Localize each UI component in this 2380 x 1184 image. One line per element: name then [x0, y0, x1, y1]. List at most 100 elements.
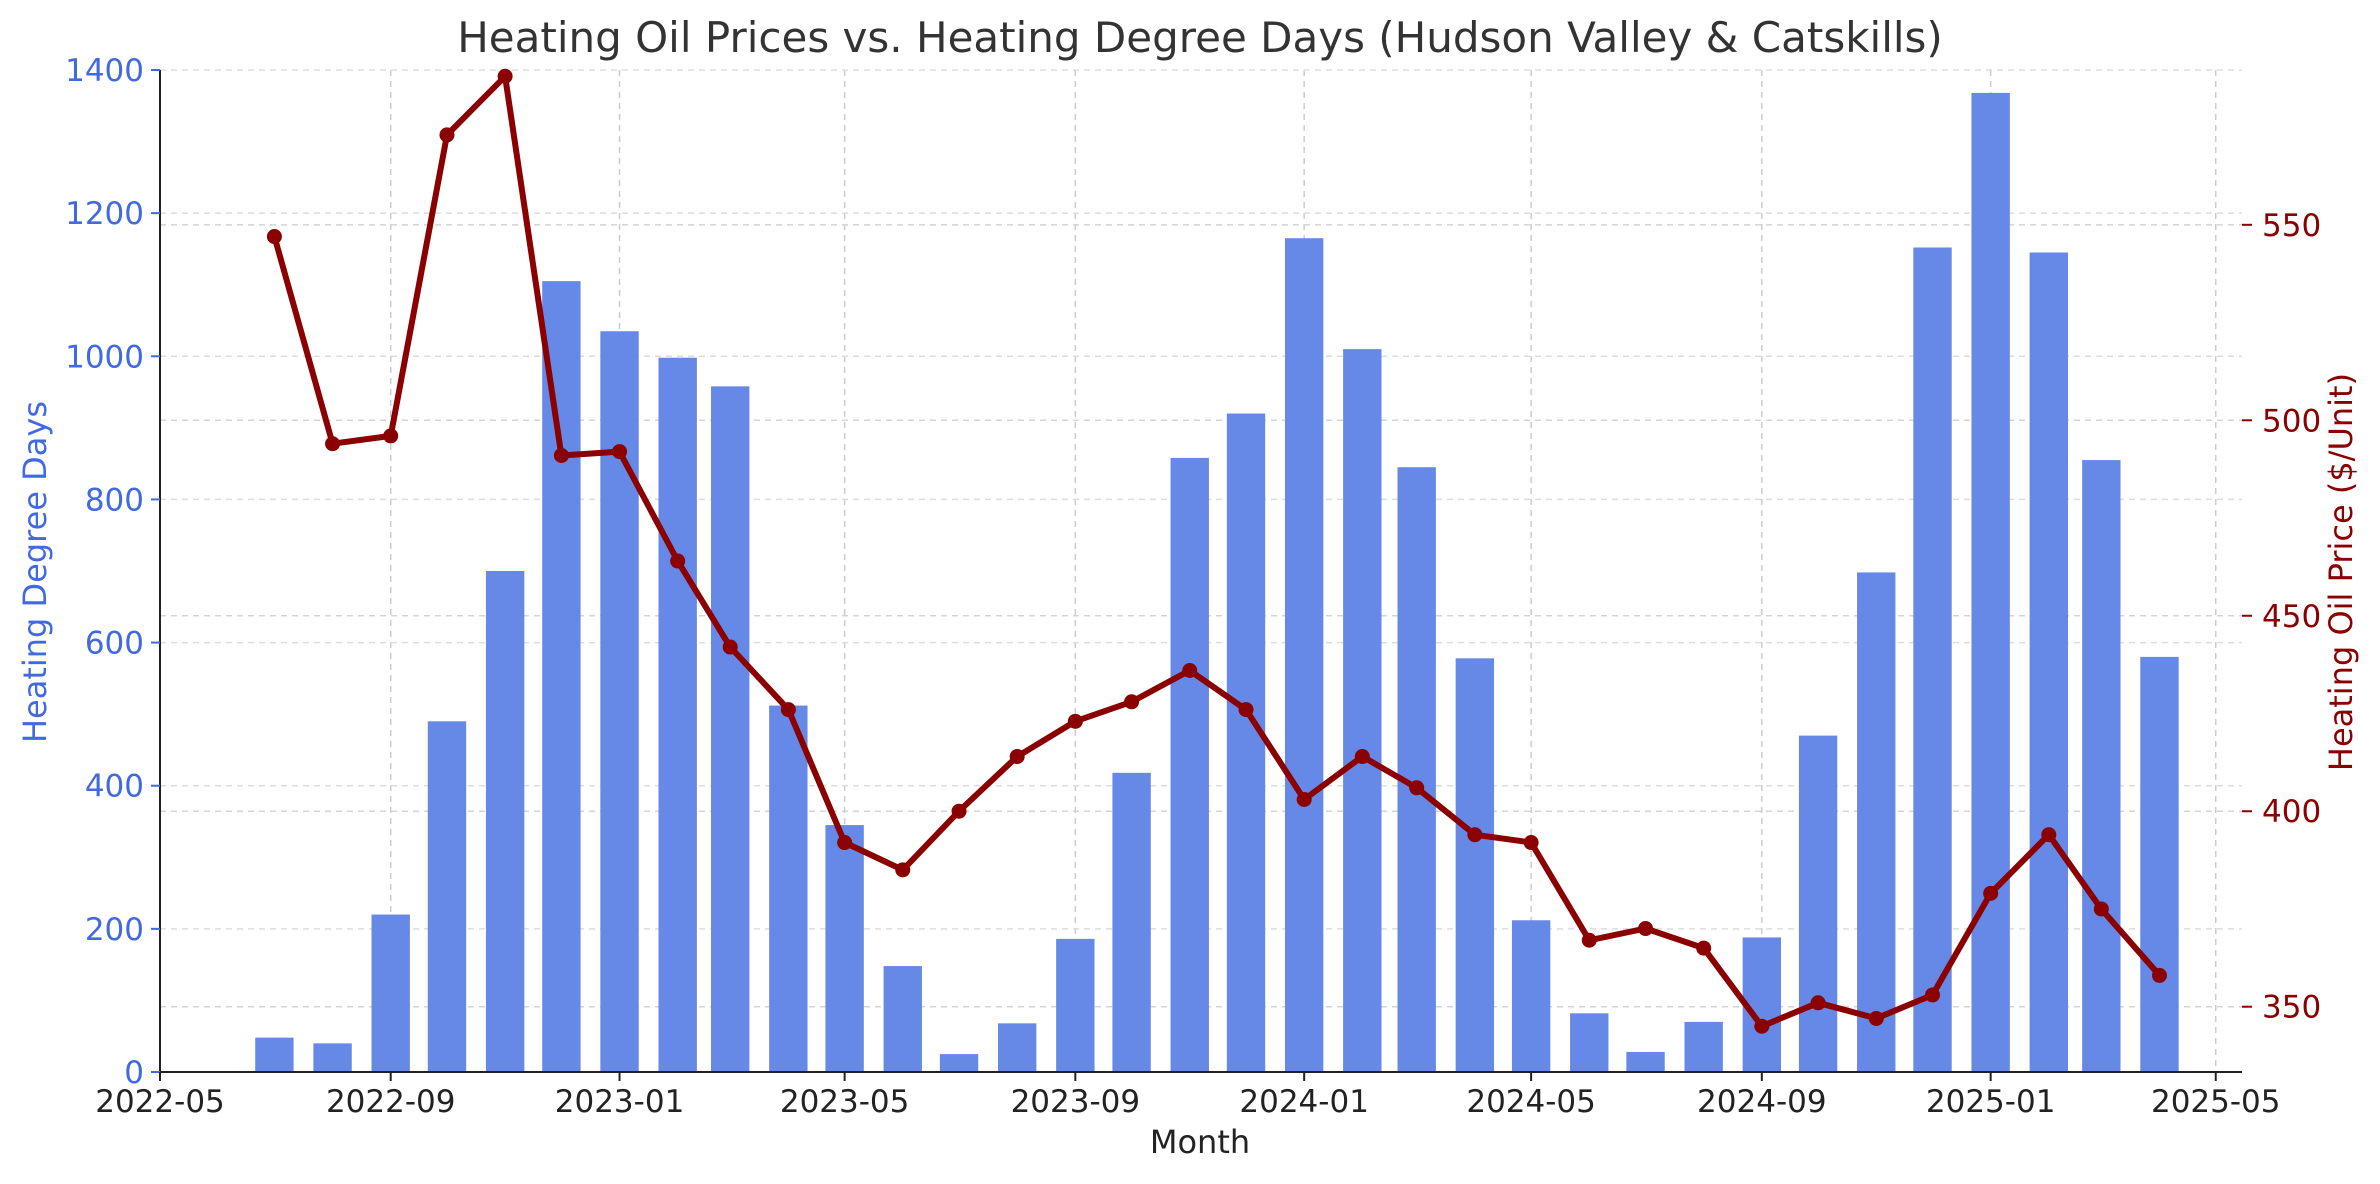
y-right-tick-label: 400	[2262, 794, 2321, 830]
y-right-tick-label: 500	[2262, 403, 2321, 439]
bar	[939, 1054, 979, 1072]
price-point	[895, 862, 911, 878]
price-point	[1925, 987, 1941, 1003]
bar	[711, 386, 750, 1072]
bar	[1798, 735, 1838, 1072]
price-point	[1124, 694, 1140, 710]
price-point	[951, 803, 967, 819]
price-point	[2041, 827, 2057, 843]
axes: 0 200 400 600 800 1000 1200 1400 350 400 450 500 550…	[65, 53, 2321, 1120]
price-point	[1467, 827, 1483, 843]
bar	[1056, 938, 1095, 1072]
bar	[2029, 252, 2068, 1072]
bar	[1971, 92, 2010, 1073]
price-point	[1354, 749, 1370, 765]
bar	[542, 281, 581, 1072]
x-tick-label: 2023-05	[780, 1084, 910, 1120]
line-series	[266, 68, 2167, 1034]
y-left-tick-label: 1200	[65, 196, 144, 232]
y-left-tick-label: 400	[85, 769, 144, 805]
bar	[485, 571, 525, 1072]
bar	[2082, 460, 2121, 1072]
price-point	[1810, 995, 1826, 1011]
price-point	[1182, 662, 1198, 678]
bar	[1570, 1013, 1609, 1072]
price-point	[2151, 967, 2167, 983]
price-point	[612, 444, 628, 460]
bar	[1684, 1021, 1723, 1072]
price-point	[1754, 1018, 1770, 1034]
price-point	[1868, 1010, 1884, 1026]
y-right-tick-label: 450	[2262, 599, 2321, 635]
price-point	[383, 428, 399, 444]
y-right-tick-label: 550	[2262, 208, 2321, 244]
chart-title: Heating Oil Prices vs. Heating Degree Da…	[457, 13, 1943, 62]
price-point	[670, 553, 686, 569]
bar	[769, 705, 808, 1072]
price-point	[1009, 749, 1025, 765]
bar	[997, 1023, 1037, 1072]
bar	[1857, 572, 1896, 1072]
bar	[1226, 413, 1266, 1072]
x-tick-label: 2022-05	[95, 1084, 225, 1120]
bar	[2140, 656, 2179, 1072]
bar	[1511, 920, 1551, 1072]
bar-series	[255, 92, 2179, 1073]
price-point	[1523, 835, 1539, 851]
price-point	[266, 229, 282, 245]
bar	[1170, 457, 1209, 1073]
bar	[600, 331, 639, 1072]
price-point	[2093, 901, 2109, 917]
bar	[313, 1043, 352, 1072]
price-point	[1696, 940, 1712, 956]
x-tick-label: 2025-05	[2151, 1084, 2281, 1120]
price-point	[1581, 932, 1597, 948]
bar	[658, 357, 697, 1072]
price-point	[1638, 921, 1654, 937]
price-line	[271, 73, 2162, 1030]
price-point	[439, 127, 455, 143]
y-left-tick-label: 200	[85, 912, 144, 948]
price-point	[553, 447, 569, 463]
bar	[1112, 772, 1151, 1072]
price-point	[325, 436, 341, 452]
y-left-tick-label: 1400	[65, 53, 144, 89]
bar	[1913, 247, 1952, 1073]
price-point	[497, 68, 513, 84]
y-axis-right-label: Heating Oil Price ($/Unit)	[2322, 373, 2360, 771]
price-point	[1238, 702, 1254, 718]
price-point	[1983, 885, 1999, 901]
x-tick-label: 2025-01	[1926, 1084, 2056, 1120]
bar	[825, 825, 864, 1072]
x-tick-label: 2024-09	[1697, 1084, 1827, 1120]
price-point	[1296, 792, 1312, 808]
y-left-tick-label: 600	[85, 626, 144, 662]
price-point	[780, 702, 796, 718]
bar	[883, 966, 922, 1072]
bar	[371, 914, 410, 1072]
x-axis-label: Month	[1150, 1123, 1250, 1161]
bar	[1343, 349, 1382, 1073]
bar	[255, 1037, 294, 1072]
bar	[1626, 1051, 1665, 1072]
x-tick-label: 2024-05	[1466, 1084, 1596, 1120]
price-point	[837, 835, 853, 851]
y-left-tick-label: 0	[124, 1055, 144, 1091]
bar	[1284, 238, 1324, 1072]
x-tick-label: 2023-01	[555, 1084, 685, 1120]
x-tick-label: 2022-09	[326, 1084, 456, 1120]
bar	[1455, 658, 1495, 1072]
bar	[427, 721, 467, 1072]
price-point	[1409, 780, 1425, 796]
y-axis-left-label: Heating Degree Days	[16, 401, 54, 743]
price-point	[1067, 713, 1083, 729]
y-left-tick-label: 1000	[65, 339, 144, 375]
y-left-tick-label: 800	[85, 482, 144, 518]
y-right-tick-label: 350	[2262, 990, 2321, 1026]
price-point	[722, 639, 738, 655]
x-tick-label: 2024-01	[1239, 1084, 1369, 1120]
bar	[1397, 467, 1436, 1072]
x-tick-label: 2023-09	[1011, 1084, 1141, 1120]
